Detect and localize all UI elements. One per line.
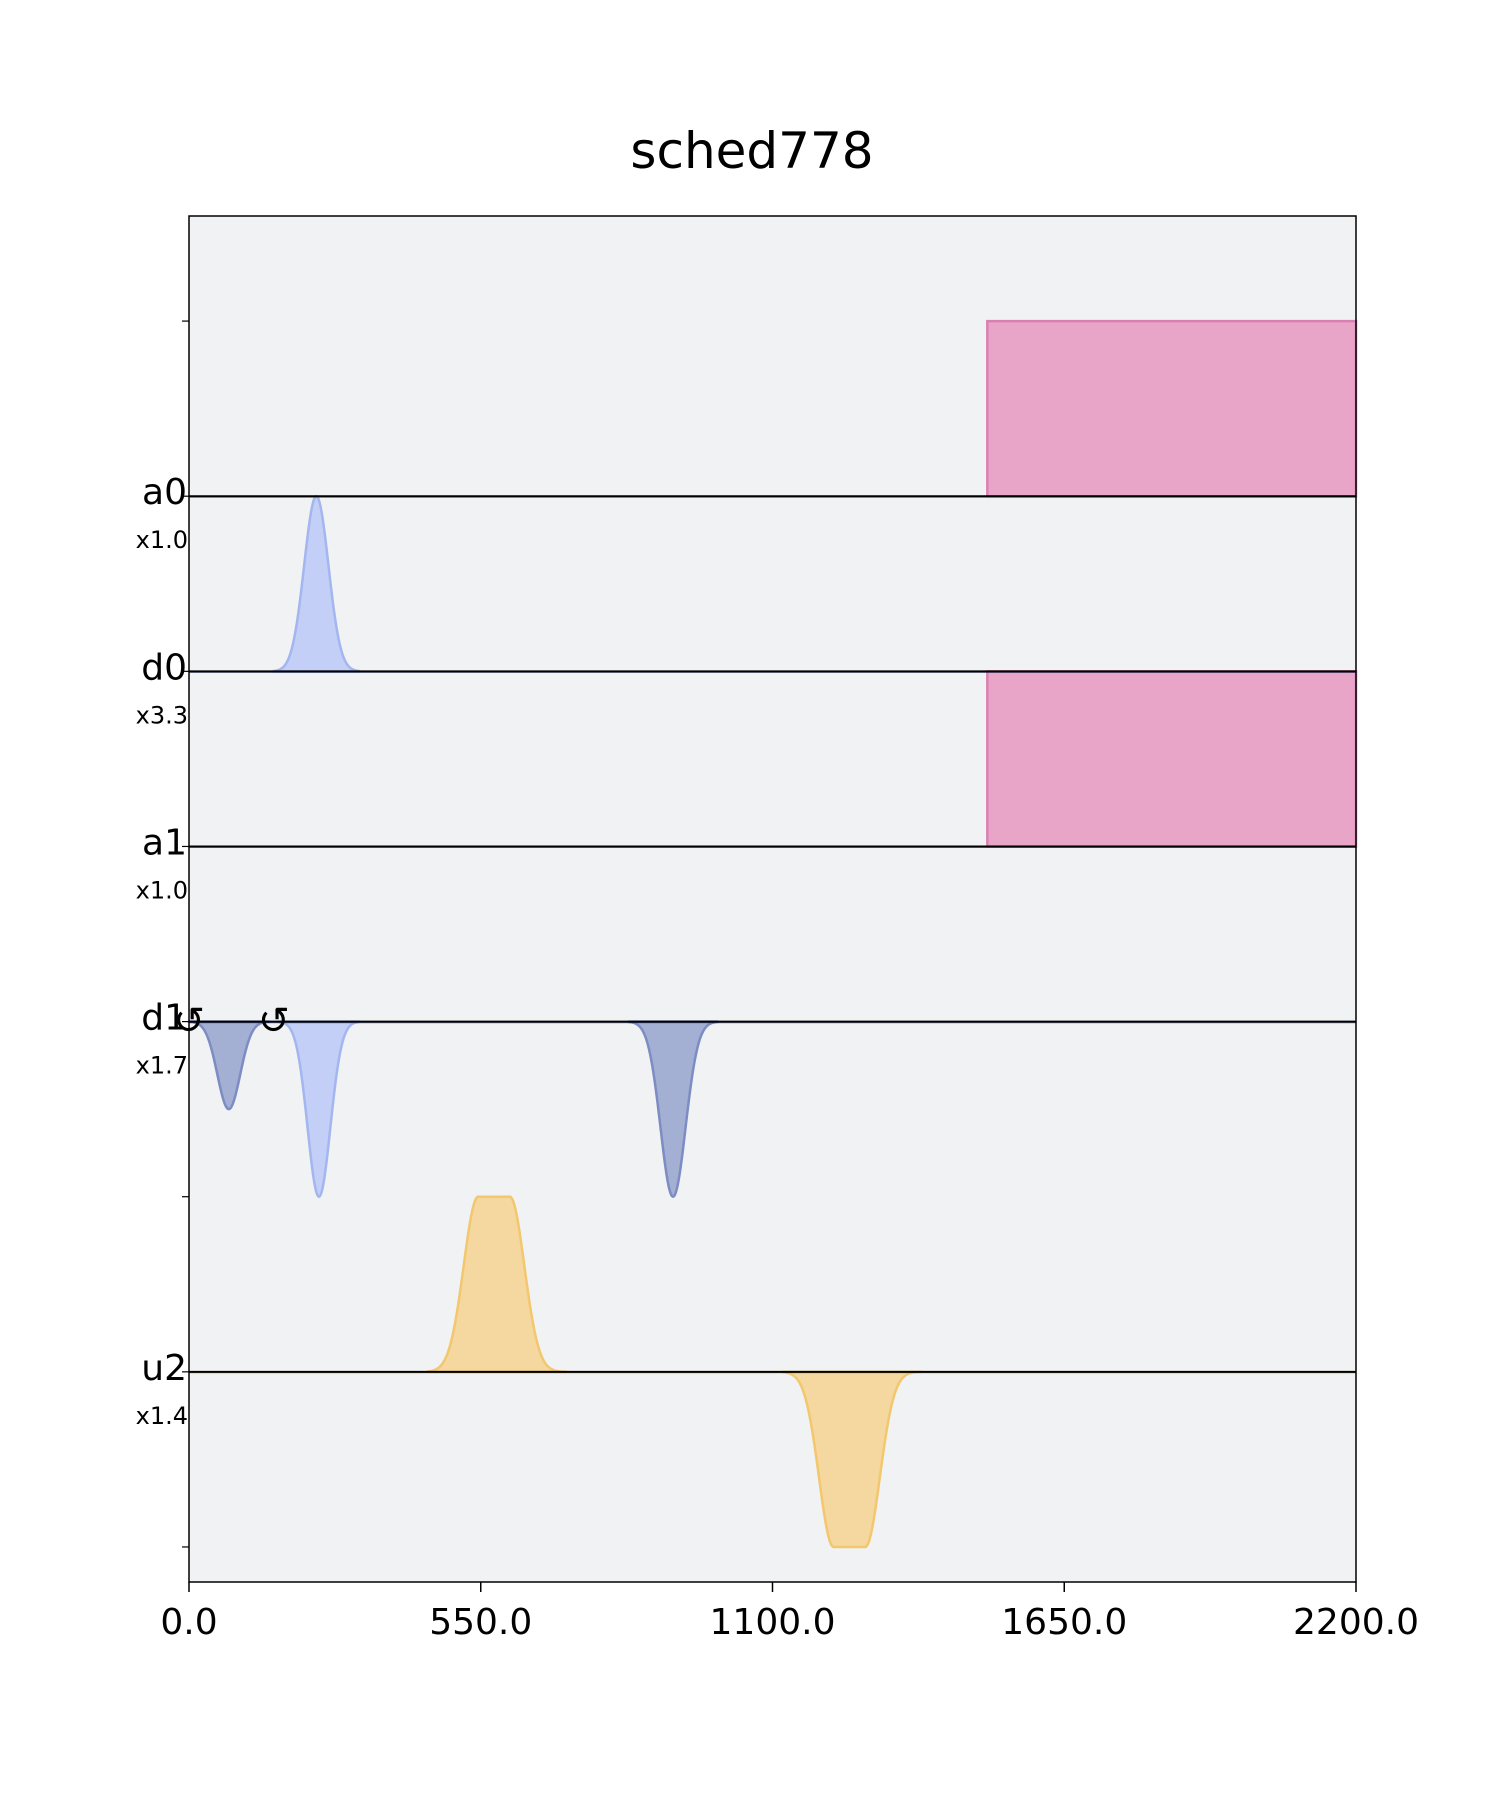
pulse-d1 xyxy=(187,1020,270,1111)
pulse-d1 xyxy=(628,1020,719,1199)
channel-label-a0: a0 xyxy=(142,472,187,513)
channel-scale-u2: x1.4 xyxy=(136,1402,188,1430)
channel-label-u2: u2 xyxy=(141,1348,187,1389)
chart-title: sched778 xyxy=(630,122,873,180)
pulse-u2 xyxy=(426,1195,567,1374)
channel-label-d0: d0 xyxy=(141,647,187,688)
y-axis xyxy=(182,320,189,1548)
channel-label-a1: a1 xyxy=(142,822,187,863)
x-axis: 0.0 550.0 1100.0 1650.0 2200.0 xyxy=(160,1582,1419,1643)
x-tick-label: 1650.0 xyxy=(1001,1602,1127,1643)
channel-scale-d0: x3.3 xyxy=(136,701,188,729)
channel-baselines xyxy=(189,495,1356,1374)
pulse-a0 xyxy=(986,319,1358,498)
pulse-u2 xyxy=(781,1370,923,1549)
channel-scale-a0: x1.0 xyxy=(136,526,188,554)
phase-marker-1: ↺ xyxy=(258,999,290,1043)
channel-labels: a0 x1.0 d0 x3.3 a1 x1.0 d1 x1.7 u2 x1.4 xyxy=(136,472,188,1430)
x-tick-label: 0.0 xyxy=(160,1602,217,1643)
x-tick-label: 550.0 xyxy=(429,1602,532,1643)
pulse-d1 xyxy=(277,1020,361,1199)
x-tick-label: 1100.0 xyxy=(710,1602,836,1643)
pulse-a1 xyxy=(986,670,1358,848)
channel-label-d1: d1 xyxy=(141,998,187,1039)
channel-scale-d1: x1.7 xyxy=(136,1052,188,1080)
x-tick-label: 2200.0 xyxy=(1293,1602,1419,1643)
channel-scale-a1: x1.0 xyxy=(136,876,188,904)
